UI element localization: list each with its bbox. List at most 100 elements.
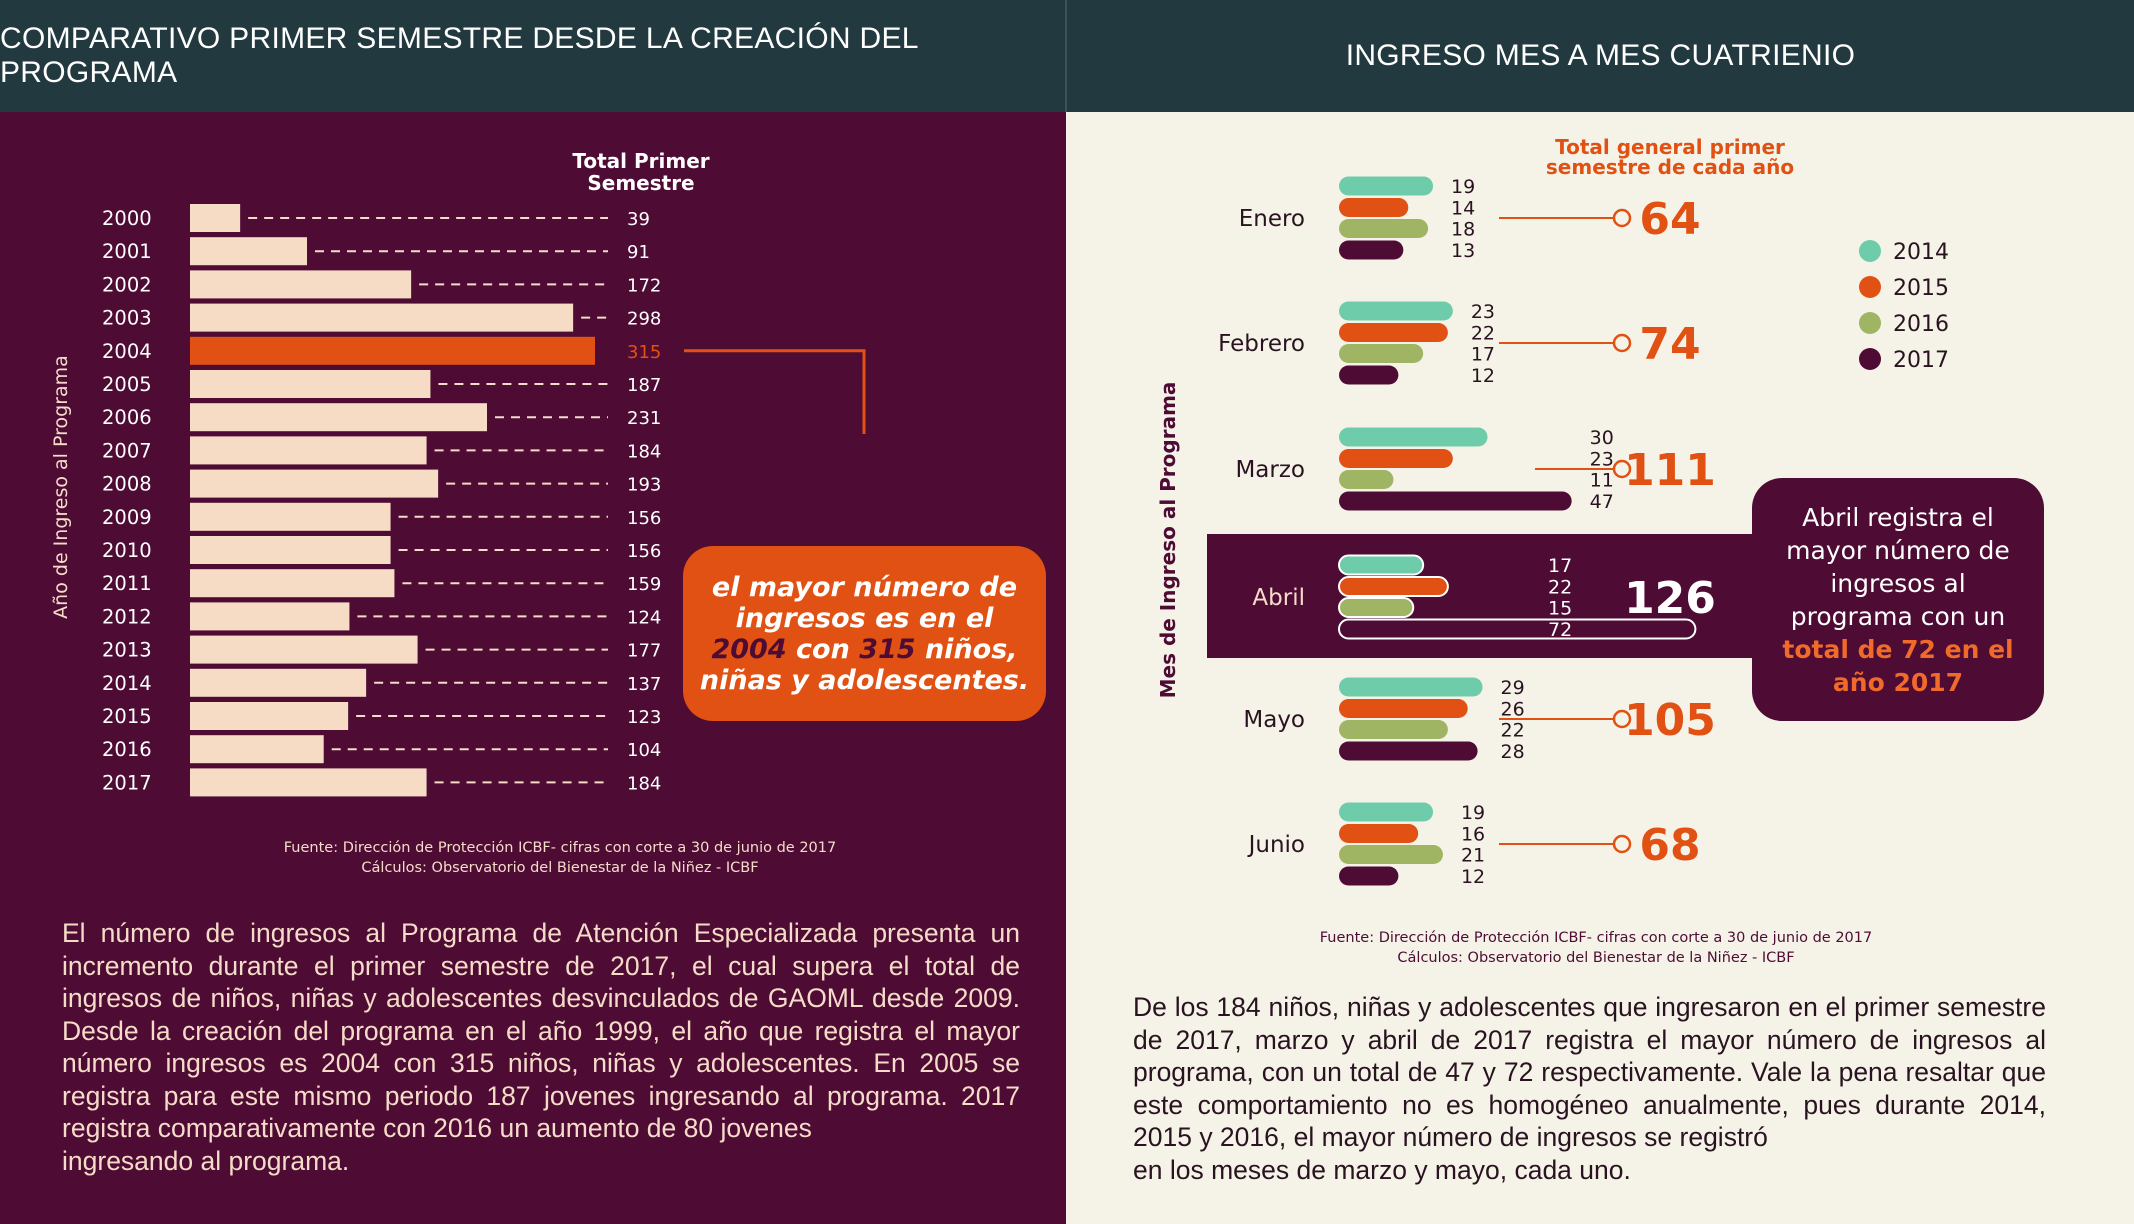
month-bar [1339, 323, 1448, 342]
month-bar [1339, 301, 1453, 321]
year-value: 172 [627, 275, 661, 296]
year-value: 124 [627, 607, 661, 628]
month-bar [1339, 470, 1394, 489]
year-bar [190, 270, 412, 299]
callout-connector [684, 349, 866, 434]
year-label: 2013 [102, 639, 152, 662]
month-bar [1339, 866, 1399, 886]
year-bar [190, 303, 574, 332]
month-bar-value: 19 [1461, 802, 1485, 824]
month-bar [1339, 240, 1404, 260]
month-bar-value: 23 [1471, 301, 1495, 323]
source-line: Cálculos: Observatorio del Bienestar de … [1397, 950, 1795, 966]
month-bar-value: 26 [1501, 699, 1525, 721]
total-header: Total general primer semestre de cada año [1546, 135, 1794, 179]
callout-line: ingresos al [1830, 568, 1966, 598]
callout-year: 2004 [711, 633, 787, 665]
paragraph-body: El número de ingresos al Programa de Ate… [62, 918, 1020, 1143]
month-bar [1339, 427, 1488, 447]
total-connector-dot [1612, 709, 1632, 729]
callout-number: 315 [859, 633, 916, 665]
month-bar-value: 11 [1590, 470, 1614, 492]
month-bar-value: 18 [1451, 219, 1475, 241]
year-value: 298 [627, 309, 661, 330]
month-bar [1339, 449, 1453, 468]
month-bar [1338, 576, 1449, 597]
month-bar-value: 30 [1590, 427, 1614, 449]
month-bar-value: 22 [1501, 720, 1525, 742]
year-value: 91 [627, 242, 650, 263]
right-header: INGRESO MES A MES CUATRIENIO [1067, 0, 2134, 112]
callout-line: programa con un [1790, 601, 2006, 631]
left-header: COMPARATIVO PRIMER SEMESTRE DESDE LA CRE… [0, 0, 1065, 112]
legend-label: 2016 [1893, 312, 1949, 337]
year-value: 39 [627, 209, 650, 230]
year-value: 184 [627, 773, 661, 794]
year-label: 2006 [102, 406, 152, 429]
callout-line: niñas y adolescentes. [699, 664, 1030, 696]
callout-text: con [786, 633, 860, 665]
legend-swatch [1859, 276, 1881, 298]
month-bar [1339, 344, 1424, 363]
y-axis-title: Año de Ingreso al Programa [50, 355, 72, 619]
month-label: Marzo [1235, 457, 1305, 483]
year-label: 2008 [102, 473, 152, 496]
year-label: 2010 [102, 539, 152, 562]
label-line: semestre de cada año [1546, 155, 1794, 179]
month-bar-value: 28 [1501, 741, 1525, 763]
source-line: Fuente: Dirección de Protección ICBF- ci… [1319, 930, 1873, 946]
total-connector-dot [1612, 208, 1632, 228]
month-label: Abril [1252, 585, 1305, 611]
source-line: Fuente: Dirección de Protección ICBF- ci… [283, 840, 837, 856]
right-callout: Abril registra el mayor número de ingres… [1752, 478, 2044, 721]
year-bar [190, 370, 431, 398]
year-value: 187 [627, 375, 661, 396]
month-bar-value: 12 [1471, 365, 1495, 387]
year-bar [190, 336, 595, 365]
year-value: 123 [627, 707, 661, 728]
month-bar-value: 19 [1451, 176, 1475, 198]
year-bar [190, 436, 427, 465]
value-header: Total Primer Semestre [572, 149, 709, 195]
month-bar-value: 13 [1451, 240, 1475, 262]
callout-line: el mayor número de [711, 571, 1018, 603]
year-bar [190, 536, 391, 564]
year-value: 315 [627, 342, 661, 363]
year-label: 2017 [102, 771, 152, 794]
year-label: 2004 [102, 340, 152, 363]
year-value: 193 [627, 475, 661, 496]
month-label: Febrero [1218, 331, 1305, 357]
year-label: 2000 [102, 207, 152, 230]
month-total: 64 [1639, 194, 1700, 245]
month-label: Enero [1239, 206, 1305, 232]
year-bar [190, 602, 350, 631]
month-bar-value: 22 [1471, 323, 1495, 345]
left-source: Fuente: Dirección de Protección ICBF- ci… [230, 838, 890, 878]
label-line: Total Primer [572, 149, 709, 173]
month-bar [1339, 491, 1572, 511]
month-bar-value: 21 [1461, 845, 1485, 867]
month-bar [1339, 824, 1419, 843]
month-total: 111 [1624, 445, 1716, 496]
callout-line: ingresos es en el [735, 602, 994, 634]
month-bar-value: 29 [1501, 677, 1525, 699]
year-label: 2001 [102, 240, 152, 263]
year-value: 156 [627, 508, 661, 529]
label-line: Total general primer [1555, 135, 1785, 159]
year-value: 156 [627, 541, 661, 562]
month-bar-value: 12 [1461, 866, 1485, 888]
year-bar [190, 702, 349, 730]
left-paragraph: El número de ingresos al Programa de Ate… [62, 917, 1020, 1177]
year-bar [190, 569, 395, 598]
month-bar [1338, 597, 1415, 618]
left-callout: el mayor número de ingresos es en el 200… [683, 546, 1046, 721]
source-line: Cálculos: Observatorio del Bienestar de … [361, 860, 759, 876]
year-label: 2016 [102, 738, 152, 761]
year-bar [190, 735, 324, 764]
right-source: Fuente: Dirección de Protección ICBF- ci… [1266, 928, 1926, 968]
month-bar [1339, 845, 1443, 864]
year-label: 2014 [102, 672, 152, 695]
month-bar-value: 14 [1451, 198, 1475, 220]
month-bar [1339, 720, 1448, 739]
year-bar [190, 668, 367, 697]
